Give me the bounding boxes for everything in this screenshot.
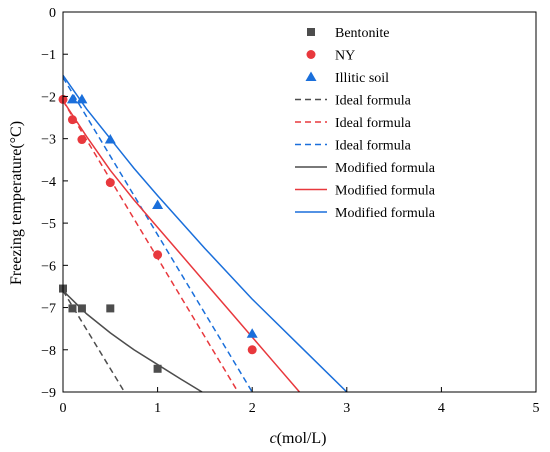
x-tick-label-3: 3 — [343, 401, 350, 416]
x-tick-label-0: 0 — [60, 401, 67, 416]
ideal-formula-legend-label-3: Ideal formula — [335, 94, 412, 109]
markers-layer — [58, 93, 258, 373]
x-axis-label-unit: (mol/L) — [277, 430, 327, 447]
ideal-formula-line-4 — [63, 100, 239, 392]
y-tick-label-2: −2 — [41, 90, 56, 105]
bentonite-point-3 — [106, 304, 115, 313]
illitic-soil-point-2 — [104, 134, 116, 144]
bentonite-legend-swatch-0 — [307, 28, 315, 36]
modified-formula-legend-label-8: Modified formula — [335, 206, 436, 221]
ny-legend-swatch-1 — [306, 50, 316, 59]
x-axis-label: c(mol/L) — [270, 430, 327, 447]
y-tick-label-3: −3 — [41, 133, 56, 148]
modified-formula-line-8 — [63, 74, 348, 392]
ny-point-1 — [67, 115, 77, 125]
illitic-soil-point-3 — [152, 199, 164, 209]
x-axis-label-variable: c — [270, 430, 277, 447]
bentonite-point-4 — [153, 364, 162, 373]
modified-formula-line-7 — [63, 100, 301, 392]
ny-point-3 — [105, 178, 115, 188]
bentonite-point-1 — [68, 304, 77, 313]
x-tick-label-4: 4 — [438, 401, 445, 416]
x-tick-label-5: 5 — [533, 401, 540, 416]
bentonite-point-2 — [77, 304, 86, 313]
y-axis-label: Freezing temperature(°C) — [8, 121, 25, 285]
illitic-soil-legend-label-2: Illitic soil — [335, 71, 389, 86]
illitic-soil-point-4 — [246, 328, 258, 338]
modified-formula-legend-label-7: Modified formula — [335, 184, 436, 199]
illitic-soil-point-0 — [66, 93, 78, 104]
y-tick-label-8: −8 — [41, 344, 56, 359]
y-tick-label-5: −5 — [41, 217, 56, 232]
bentonite-legend-label-0: Bentonite — [335, 26, 389, 41]
x-tick-label-1: 1 — [154, 401, 161, 416]
ny-point-2 — [77, 135, 87, 145]
ny-legend-label-1: NY — [335, 49, 355, 64]
plot-frame — [62, 11, 537, 393]
ideal-formula-line-5 — [63, 77, 253, 392]
y-tick-label-9: −9 — [41, 386, 56, 401]
legend: Bentonite NY Illitic soil Ideal formula Idea… — [295, 26, 436, 221]
illitic-soil-point-1 — [76, 93, 88, 104]
plot-area — [58, 74, 348, 392]
illitic-soil-legend-swatch-2 — [305, 71, 317, 81]
ny-point-4 — [153, 250, 163, 260]
modified-formula-line-6 — [63, 290, 203, 392]
ideal-formula-legend-label-4: Ideal formula — [335, 116, 412, 131]
y-tick-label-7: −7 — [41, 302, 56, 317]
axes: 0 1 2 3 4 5 0 −1 −2 −3 −4 −5 −6 −7 −8 −9 — [41, 6, 539, 416]
ny-point-5 — [247, 345, 257, 355]
modified-formula-legend-label-6: Modified formula — [335, 161, 436, 176]
y-tick-label-6: −6 — [41, 259, 56, 274]
y-tick-label-1: −1 — [41, 48, 56, 63]
y-tick-label-0: 0 — [49, 6, 56, 21]
curves-layer — [63, 74, 348, 392]
x-tick-label-2: 2 — [249, 401, 256, 416]
y-tick-label-4: −4 — [41, 175, 56, 190]
ideal-formula-legend-label-5: Ideal formula — [335, 139, 412, 154]
